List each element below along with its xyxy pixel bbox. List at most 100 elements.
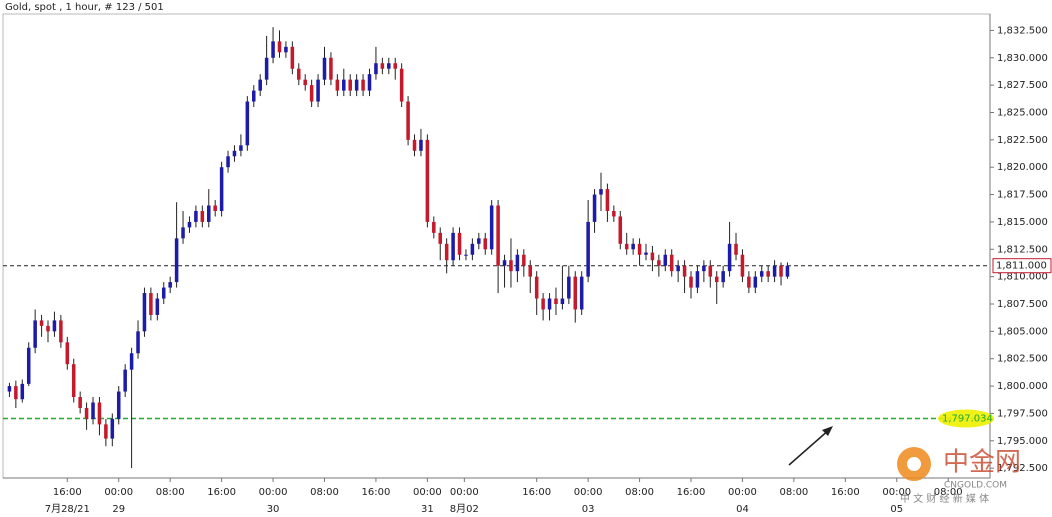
candle-body bbox=[309, 85, 314, 102]
candle-body bbox=[26, 347, 31, 384]
x-date-label: 03 bbox=[582, 504, 595, 515]
candle-body bbox=[483, 238, 488, 250]
candle-body bbox=[740, 254, 745, 277]
candle-body bbox=[406, 101, 410, 140]
candle-body bbox=[515, 254, 520, 272]
candle-body bbox=[547, 298, 552, 310]
candle-body bbox=[123, 369, 127, 392]
candle-body bbox=[496, 205, 500, 266]
candle-body bbox=[747, 276, 751, 288]
candle-body bbox=[361, 79, 365, 91]
candle-body bbox=[676, 265, 680, 272]
candle-body bbox=[329, 57, 333, 80]
candle-body bbox=[142, 293, 147, 332]
x-tick-label: 08:00 bbox=[779, 487, 808, 498]
candle-body bbox=[59, 320, 63, 343]
candle-body bbox=[663, 254, 668, 266]
x-tick-label: 08:00 bbox=[310, 487, 339, 498]
candle-body bbox=[425, 139, 430, 222]
candle-body bbox=[669, 254, 674, 272]
candle-body bbox=[303, 79, 307, 86]
candle-body bbox=[33, 320, 37, 348]
candle-body bbox=[599, 189, 603, 195]
candle-body bbox=[342, 79, 346, 91]
candle-body bbox=[689, 276, 693, 288]
candle-body bbox=[168, 282, 172, 288]
candle-body bbox=[14, 386, 18, 400]
candle-body bbox=[657, 260, 661, 266]
candle-body bbox=[84, 407, 89, 419]
candle-body bbox=[734, 243, 738, 255]
x-tick-label: 16:00 bbox=[831, 487, 860, 498]
candle-body bbox=[502, 260, 507, 266]
candle-body bbox=[522, 254, 526, 266]
candle-body bbox=[470, 243, 475, 255]
x-tick-label: 16:00 bbox=[677, 487, 706, 498]
candle-body bbox=[97, 402, 102, 425]
y-tick-label: 1,830.000 bbox=[997, 53, 1048, 64]
y-tick-label: 1,795.000 bbox=[997, 436, 1048, 447]
candle-body bbox=[573, 276, 578, 310]
y-tick-label: 1,812.500 bbox=[997, 244, 1048, 255]
candle-body bbox=[560, 298, 565, 304]
candle-body bbox=[264, 57, 269, 80]
candle-body bbox=[785, 265, 790, 277]
x-date-label: 8月02 bbox=[450, 503, 479, 515]
candle-body bbox=[226, 156, 230, 168]
x-tick-label: 08:00 bbox=[156, 487, 185, 498]
candle-body bbox=[464, 254, 468, 256]
candle-body bbox=[438, 232, 443, 244]
candle-body bbox=[316, 79, 320, 102]
candle-body bbox=[419, 139, 423, 151]
candle-body bbox=[586, 221, 590, 277]
candle-body bbox=[239, 145, 243, 151]
candle-body bbox=[759, 271, 764, 277]
candle-body bbox=[509, 260, 513, 272]
candle-body bbox=[592, 194, 597, 222]
candle-body bbox=[155, 298, 160, 315]
x-tick-label: 08:00 bbox=[934, 487, 963, 498]
x-tick-label: 00:00 bbox=[728, 487, 757, 498]
x-date-label: 7月28/21 bbox=[45, 503, 90, 515]
candle-body bbox=[20, 383, 25, 400]
y-tick-label: 1,810.000 bbox=[997, 272, 1048, 283]
candle-body bbox=[444, 243, 449, 261]
candle-body bbox=[612, 210, 616, 217]
candle-body bbox=[149, 293, 153, 315]
candle-body bbox=[52, 320, 57, 332]
candle-body bbox=[624, 243, 629, 250]
candle-body bbox=[194, 210, 198, 222]
candle-body bbox=[71, 364, 76, 398]
candle-body bbox=[714, 276, 719, 283]
candle-body bbox=[451, 232, 455, 261]
price-label: 1,811.000 bbox=[996, 261, 1047, 272]
x-tick-label: 00:00 bbox=[413, 487, 442, 498]
candle-body bbox=[161, 287, 166, 299]
candle-body bbox=[200, 210, 205, 222]
candle-body bbox=[380, 63, 385, 69]
candle-body bbox=[252, 90, 256, 102]
candle-body bbox=[489, 205, 494, 250]
candle-body bbox=[695, 271, 700, 288]
candle-body bbox=[772, 265, 777, 277]
y-tick-label: 1,792.500 bbox=[997, 463, 1048, 474]
candle-body bbox=[374, 63, 378, 75]
x-tick-label: 00:00 bbox=[882, 487, 911, 498]
candle-body bbox=[682, 265, 687, 277]
logo-site: CNGOLD.COM bbox=[944, 481, 1007, 491]
x-tick-label: 16:00 bbox=[207, 487, 236, 498]
arrow-head bbox=[822, 426, 833, 436]
candle-body bbox=[457, 232, 462, 255]
candle-body bbox=[721, 271, 725, 283]
candle-body bbox=[232, 150, 237, 157]
candle-body bbox=[39, 320, 44, 326]
candle-body bbox=[187, 221, 192, 228]
arrow-line bbox=[788, 428, 831, 466]
candle-body bbox=[534, 276, 539, 299]
candle-body bbox=[219, 167, 224, 211]
candle-body bbox=[618, 216, 623, 244]
candle-body bbox=[567, 276, 571, 299]
y-tick-label: 1,832.500 bbox=[997, 25, 1048, 36]
